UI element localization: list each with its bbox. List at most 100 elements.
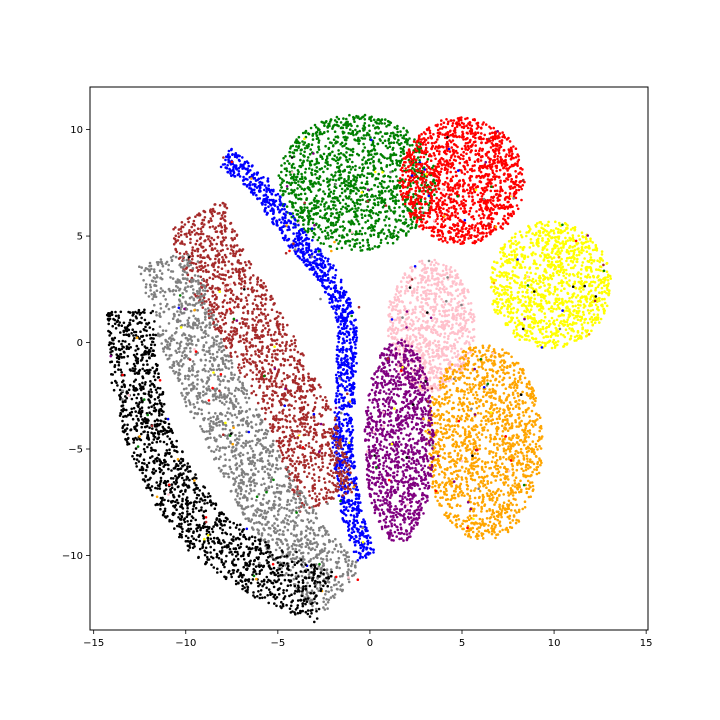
scatter-point-cluster-1 bbox=[360, 181, 364, 185]
scatter-point-cluster-3 bbox=[534, 223, 537, 227]
scatter-point-cluster-2 bbox=[421, 224, 425, 227]
scatter-point-cluster-2 bbox=[415, 165, 418, 168]
scatter-point-cluster-4 bbox=[418, 260, 421, 263]
scatter-point-cluster-2 bbox=[482, 176, 485, 179]
scatter-point-stray bbox=[441, 188, 445, 191]
scatter-point-cluster-3 bbox=[554, 344, 557, 348]
scatter-point-cluster-1 bbox=[388, 145, 392, 148]
scatter-point-cluster-1 bbox=[306, 206, 309, 209]
scatter-point-cluster-3 bbox=[575, 243, 579, 246]
scatter-point-stray bbox=[350, 231, 354, 234]
scatter-point-cluster-2 bbox=[467, 212, 471, 216]
scatter-point-cluster-1 bbox=[367, 244, 370, 247]
scatter-point-cluster-2 bbox=[452, 166, 456, 170]
scatter-point-cluster-3 bbox=[576, 271, 580, 275]
scatter-point-cluster-3 bbox=[582, 306, 586, 309]
scatter-point-cluster-1 bbox=[315, 157, 319, 161]
scatter-point-cluster-3 bbox=[588, 317, 592, 321]
scatter-point-cluster-2 bbox=[514, 156, 518, 159]
scatter-point-cluster-3 bbox=[561, 271, 565, 275]
scatter-point-cluster-2 bbox=[435, 205, 439, 208]
scatter-point-cluster-2 bbox=[412, 155, 416, 158]
scatter-point-cluster-4 bbox=[442, 306, 446, 309]
scatter-point-cluster-3 bbox=[555, 318, 559, 322]
scatter-point-cluster-1 bbox=[347, 181, 350, 185]
scatter-point-cluster-1 bbox=[310, 229, 314, 233]
scatter-point-cluster-2 bbox=[455, 125, 459, 128]
scatter-point-cluster-1 bbox=[377, 132, 380, 135]
scatter-point-cluster-1 bbox=[335, 141, 338, 144]
scatter-point-cluster-3 bbox=[547, 220, 550, 224]
scatter-point-cluster-1 bbox=[383, 201, 387, 205]
scatter-point-cluster-1 bbox=[386, 234, 389, 238]
scatter-point-cluster-3 bbox=[514, 240, 517, 243]
scatter-point-cluster-1 bbox=[403, 221, 407, 224]
scatter-point-cluster-1 bbox=[277, 174, 281, 177]
scatter-point-cluster-1 bbox=[370, 149, 374, 152]
scatter-point-cluster-2 bbox=[462, 122, 466, 126]
scatter-point-cluster-3 bbox=[553, 265, 557, 268]
scatter-point-cluster-1 bbox=[352, 118, 356, 121]
scatter-point-cluster-1 bbox=[332, 203, 335, 207]
scatter-point-cluster-3 bbox=[557, 247, 560, 250]
scatter-point-cluster-1 bbox=[325, 120, 328, 123]
scatter-point-cluster-3 bbox=[545, 230, 549, 233]
scatter-point-cluster-4 bbox=[403, 305, 406, 308]
scatter-point-cluster-2 bbox=[419, 206, 422, 210]
scatter-point-cluster-1 bbox=[386, 146, 390, 150]
scatter-point-cluster-1 bbox=[333, 119, 337, 122]
scatter-point-cluster-2 bbox=[445, 176, 449, 180]
scatter-point-cluster-2 bbox=[420, 173, 424, 176]
scatter-point-cluster-2 bbox=[451, 122, 455, 125]
scatter-point-cluster-1 bbox=[349, 179, 353, 183]
scatter-point-cluster-2 bbox=[409, 163, 413, 167]
scatter-point-cluster-4 bbox=[403, 307, 407, 311]
scatter-point-stray bbox=[521, 179, 525, 182]
scatter-point-cluster-4 bbox=[443, 314, 447, 318]
scatter-point-cluster-3 bbox=[499, 250, 502, 254]
scatter-point-cluster-2 bbox=[516, 207, 520, 211]
scatter-point-cluster-3 bbox=[528, 226, 531, 229]
scatter-point-cluster-4 bbox=[442, 300, 445, 304]
scatter-point-cluster-2 bbox=[414, 198, 417, 202]
scatter-point-cluster-3 bbox=[598, 291, 601, 295]
scatter-point-cluster-3 bbox=[539, 254, 542, 258]
scatter-point-cluster-1 bbox=[319, 183, 322, 186]
scatter-point-cluster-2 bbox=[466, 126, 470, 130]
scatter-point-cluster-1 bbox=[328, 153, 332, 157]
scatter-point-cluster-1 bbox=[329, 190, 333, 194]
scatter-point-cluster-3 bbox=[534, 302, 538, 305]
scatter-point-cluster-2 bbox=[478, 149, 481, 152]
scatter-point-cluster-2 bbox=[414, 192, 417, 196]
scatter-point-cluster-1 bbox=[383, 180, 386, 184]
scatter-point-cluster-1 bbox=[351, 238, 355, 241]
scatter-point-cluster-3 bbox=[571, 293, 575, 296]
scatter-point-cluster-1 bbox=[300, 172, 303, 176]
scatter-point-cluster-3 bbox=[561, 322, 564, 326]
scatter-point-cluster-1 bbox=[350, 248, 354, 251]
scatter-point-cluster-3 bbox=[513, 235, 517, 239]
scatter-point-cluster-3 bbox=[542, 258, 546, 261]
scatter-point-cluster-1 bbox=[403, 140, 407, 144]
scatter-point-stray bbox=[490, 185, 493, 188]
scatter-point-cluster-3 bbox=[524, 295, 527, 299]
scatter-point-cluster-1 bbox=[315, 137, 319, 140]
scatter-point-cluster-2 bbox=[454, 214, 457, 217]
scatter-point-cluster-1 bbox=[299, 152, 303, 155]
scatter-point-cluster-2 bbox=[464, 233, 468, 236]
scatter-point-cluster-3 bbox=[579, 272, 583, 276]
scatter-point-cluster-3 bbox=[509, 302, 513, 306]
scatter-point-cluster-4 bbox=[453, 347, 457, 350]
scatter-point-cluster-2 bbox=[486, 178, 490, 181]
scatter-point-cluster-1 bbox=[311, 132, 315, 136]
scatter-point-cluster-2 bbox=[484, 172, 488, 176]
scatter-point-cluster-2 bbox=[494, 184, 498, 187]
scatter-point-cluster-2 bbox=[457, 155, 460, 158]
scatter-point-cluster-2 bbox=[491, 229, 494, 233]
scatter-point-stray bbox=[496, 130, 499, 133]
scatter-point-cluster-4 bbox=[438, 312, 442, 316]
scatter-point-cluster-3 bbox=[515, 253, 519, 256]
scatter-point-cluster-1 bbox=[360, 213, 364, 216]
scatter-point-cluster-2 bbox=[428, 212, 432, 215]
scatter-point-cluster-3 bbox=[503, 304, 506, 308]
